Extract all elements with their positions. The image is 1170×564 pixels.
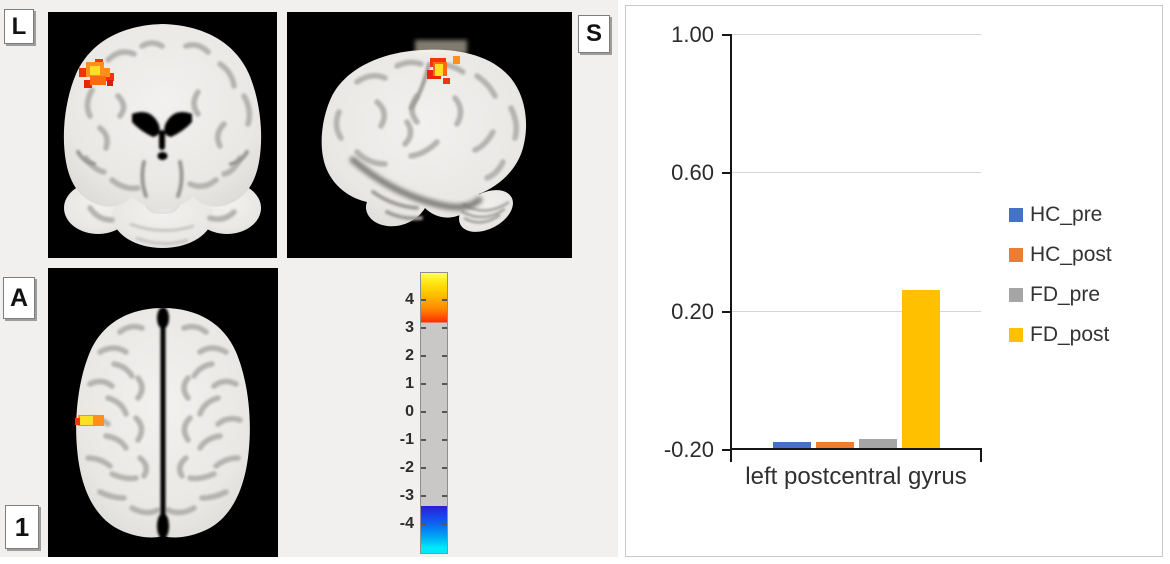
colorbar-tick-mark xyxy=(421,411,426,413)
longitudinal-fissure xyxy=(157,307,169,539)
sylvian-fissure xyxy=(349,156,483,211)
colorbar-tick-mark xyxy=(442,383,447,385)
legend-swatch-FD_post xyxy=(1009,327,1023,342)
axial-slice-panel xyxy=(48,268,278,557)
sagittal-activation-blob xyxy=(415,40,467,84)
orientation-letter-anterior: A xyxy=(9,283,29,312)
legend-swatch-HC_post xyxy=(1009,247,1023,262)
legend-item-HC_pre: HC_pre xyxy=(1009,203,1112,226)
sagittal-slice-panel xyxy=(287,12,572,258)
legend-swatch-FD_pre xyxy=(1009,287,1023,302)
bar-HC_post xyxy=(815,442,854,449)
colorbar-tick-mark xyxy=(442,495,447,497)
y-axis-line xyxy=(730,34,732,462)
sagittal-deep-sulci xyxy=(371,62,431,221)
colorbar-tick-label: 4 xyxy=(405,291,414,308)
orientation-label-superior: S xyxy=(578,15,610,53)
colorbar-tick-label: 1 xyxy=(405,375,414,392)
colorbar-tick-mark xyxy=(421,495,426,497)
brain-views-region: L S A 1 4 3 2 1 0 -1 -2 -3 -4 xyxy=(0,0,618,557)
y-axis-tick-mark xyxy=(722,449,731,451)
y-axis-tick-mark xyxy=(722,311,731,313)
colorbar-tick-mark xyxy=(442,299,447,301)
orientation-letter-superior: S xyxy=(585,20,602,47)
x-category-label: left postcentral gyrus xyxy=(745,463,967,490)
y-tick-label: 0.20 xyxy=(671,298,714,324)
slice-number-text: 1 xyxy=(14,511,30,542)
coronal-deep-sulci xyxy=(76,150,249,198)
colorbar-tick-label: -2 xyxy=(399,459,414,476)
colorbar-tick-mark xyxy=(442,355,447,357)
legend-item-FD_post: FD_post xyxy=(1009,323,1112,346)
colorbar-tick-label: -1 xyxy=(399,431,414,448)
orientation-label-anterior: A xyxy=(3,277,35,319)
colorbar-tick-mark xyxy=(421,439,426,441)
legend-label: FD_pre xyxy=(1030,283,1101,307)
y-tick-label: 0.60 xyxy=(671,160,714,186)
slice-number-label: 1 xyxy=(5,505,39,549)
axial-activation-blob xyxy=(75,415,104,426)
colorbar-tick-label: -3 xyxy=(399,487,414,504)
y-axis-tick-mark xyxy=(722,34,731,36)
colorbar-tick-mark xyxy=(442,327,447,329)
legend-item-HC_post: HC_post xyxy=(1009,243,1112,266)
t-value-colorbar: 4 3 2 1 0 -1 -2 -3 -4 xyxy=(384,272,448,554)
orientation-letter-left: L xyxy=(11,12,27,40)
colorbar-tick-mark xyxy=(442,439,447,441)
chart-legend: HC_pre HC_post FD_pre FD_post xyxy=(1009,203,1112,363)
colorbar-tick-mark xyxy=(421,299,426,301)
legend-item-FD_pre: FD_pre xyxy=(1009,283,1112,306)
colorbar-tick-mark xyxy=(421,467,426,469)
bar-chart: 1.00 0.60 0.20 -0.20 HC_pre HC_post FD_pre FD_… xyxy=(625,5,1163,557)
bar-FD_post xyxy=(901,289,940,449)
colorbar-tick-mark xyxy=(442,467,447,469)
x-axis-end-tick xyxy=(980,448,982,462)
colorbar-tick-mark xyxy=(442,411,447,413)
colorbar-tick-label: -4 xyxy=(399,515,414,532)
colorbar-tick-mark xyxy=(421,383,426,385)
cerebellum-folia xyxy=(129,222,195,245)
gridline xyxy=(731,311,981,312)
y-axis-tick-mark xyxy=(722,172,731,174)
x-axis-line xyxy=(730,448,982,450)
legend-swatch-HC_pre xyxy=(1009,207,1023,222)
coronal-slice-panel xyxy=(48,12,277,258)
orientation-label-left: L xyxy=(4,9,34,44)
colorbar-tick-label: 0 xyxy=(405,403,414,420)
colorbar-tick-label: 2 xyxy=(405,347,414,364)
bar-FD_pre xyxy=(858,438,897,449)
gridline xyxy=(731,34,981,35)
bar-HC_pre xyxy=(772,442,811,449)
colorbar-tick-mark xyxy=(421,327,426,329)
gridline xyxy=(731,172,981,173)
y-tick-label: 1.00 xyxy=(671,22,714,47)
colorbar-tick-mark xyxy=(442,523,447,525)
coronal-brain-image xyxy=(63,24,262,248)
coronal-sulci xyxy=(83,40,253,223)
colorbar-gradient xyxy=(420,272,448,554)
legend-label: FD_post xyxy=(1030,323,1110,347)
coronal-activation-blob xyxy=(79,59,114,88)
colorbar-tick-mark xyxy=(421,355,426,357)
colorbar-tick-label: 3 xyxy=(405,319,414,336)
axial-brain-image xyxy=(75,307,250,539)
colorbar-tick-mark xyxy=(421,523,426,525)
sagittal-brain-image xyxy=(321,40,527,232)
legend-label: HC_pre xyxy=(1030,203,1103,226)
ventricles xyxy=(132,112,192,160)
y-tick-label: -0.20 xyxy=(663,437,714,462)
legend-label: HC_post xyxy=(1030,243,1112,267)
